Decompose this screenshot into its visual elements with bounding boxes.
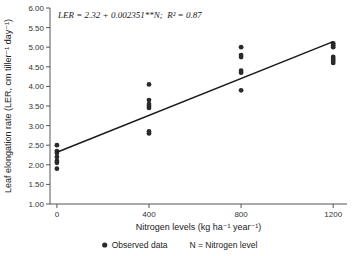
y-tick-label: 5.50 — [28, 24, 44, 33]
y-tick — [46, 125, 50, 126]
x-tick — [241, 204, 242, 208]
y-tick — [46, 66, 50, 67]
y-tick — [46, 8, 50, 9]
scatter-point — [55, 160, 60, 165]
y-tick-label: 4.50 — [28, 63, 44, 72]
x-axis-line — [50, 204, 347, 205]
y-tick — [46, 86, 50, 87]
legend-note: N = Nitrogen level — [189, 240, 257, 250]
y-tick-label: 1.50 — [28, 180, 44, 189]
y-tick-label: 2.00 — [28, 161, 44, 170]
y-tick — [46, 27, 50, 28]
y-tick-label: 2.50 — [28, 141, 44, 150]
scatter-point — [331, 60, 336, 65]
x-tick — [56, 204, 57, 208]
y-tick-label: 3.00 — [28, 122, 44, 131]
legend-label: Observed data — [112, 240, 168, 250]
y-tick-label: 1.00 — [28, 200, 44, 209]
regression-line — [57, 42, 333, 153]
plot-area — [55, 41, 336, 171]
y-tick — [46, 106, 50, 107]
y-tick — [46, 47, 50, 48]
legend: Observed data N = Nitrogen level — [102, 240, 257, 250]
scatter-point — [147, 82, 152, 87]
x-axis-label: Nitrogen levels (kg ha⁻¹ year⁻¹) — [136, 222, 262, 232]
y-tick-label: 5.00 — [28, 43, 44, 52]
legend-marker — [102, 242, 107, 247]
y-tick-label: 4.00 — [28, 82, 44, 91]
y-tick-label: 3.50 — [28, 102, 44, 111]
y-tick — [46, 164, 50, 165]
x-tick — [149, 204, 150, 208]
y-tick-label: 6.00 — [28, 4, 44, 13]
scatter-point — [55, 166, 60, 171]
x-tick-label: 800 — [234, 210, 248, 219]
scatter-point — [239, 55, 244, 60]
equation: LER = 2.32 + 0.002351**N; R² = 0.87 — [57, 10, 202, 20]
x-tick-label: 0 — [55, 210, 60, 219]
scatter-point — [331, 45, 336, 50]
scatter-point — [147, 106, 152, 111]
chart: 1.00 1.50 2.00 2.50 3.00 3.50 4.00 4.50 5.00 5.50… — [0, 0, 359, 256]
y-tick — [46, 145, 50, 146]
scatter-point — [239, 88, 244, 93]
x-tick — [333, 204, 334, 208]
scatter-point — [239, 70, 244, 75]
x-tick-label: 400 — [142, 210, 156, 219]
y-tick — [46, 204, 50, 205]
y-axis-label: Leaf elongation rate (LER, cm tiller⁻¹ d… — [3, 19, 13, 193]
x-tick-label: 1200 — [324, 210, 342, 219]
y-tick — [46, 184, 50, 185]
scatter-point — [239, 45, 244, 50]
scatter-point — [55, 143, 60, 148]
scatter-point — [147, 131, 152, 136]
